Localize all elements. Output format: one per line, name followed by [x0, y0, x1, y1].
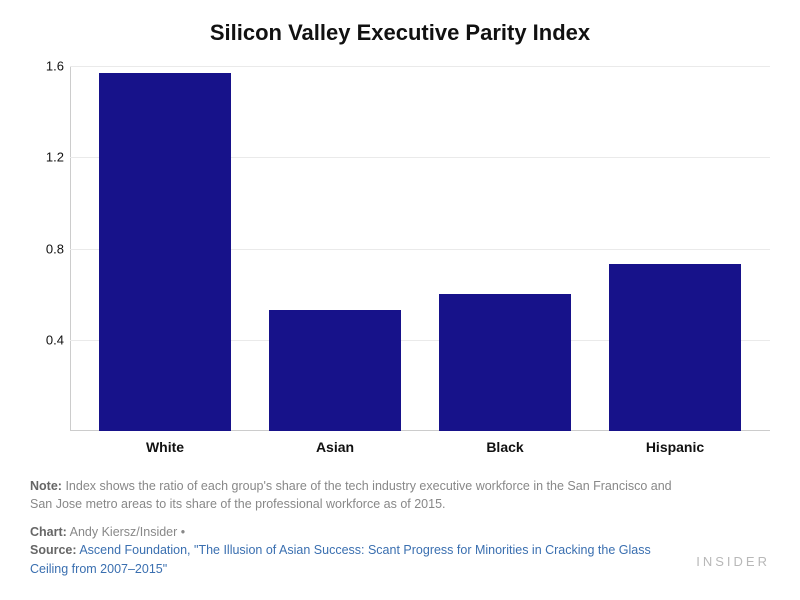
footer-credit-line: Chart: Andy Kiersz/Insider • — [30, 523, 680, 541]
x-label: Black — [420, 431, 590, 461]
footer-note: Note: Index shows the ratio of each grou… — [30, 477, 680, 513]
bar — [609, 264, 742, 431]
y-tick-label: 1.2 — [30, 150, 64, 165]
note-label: Note: — [30, 479, 62, 493]
source-link[interactable]: Ascend Foundation, "The Illusion of Asia… — [30, 543, 651, 575]
chart-footer: Note: Index shows the ratio of each grou… — [30, 477, 770, 578]
footer-source-line: Source: Ascend Foundation, "The Illusion… — [30, 541, 680, 577]
bar — [269, 310, 402, 431]
bar-slot — [420, 66, 590, 431]
x-label: White — [80, 431, 250, 461]
chart-area: 0.40.81.21.6 WhiteAsianBlackHispanic — [30, 66, 770, 461]
bar-slot — [80, 66, 250, 431]
bullet-icon: • — [181, 525, 185, 539]
y-tick-label: 1.6 — [30, 59, 64, 74]
bar-slot — [590, 66, 760, 431]
note-text: Index shows the ratio of each group's sh… — [30, 479, 672, 511]
y-tick-label: 0.4 — [30, 332, 64, 347]
x-label: Asian — [250, 431, 420, 461]
bar-slot — [250, 66, 420, 431]
bar — [439, 294, 572, 431]
chart-title: Silicon Valley Executive Parity Index — [30, 20, 770, 46]
plot-region — [70, 66, 770, 431]
bars-group — [70, 66, 770, 431]
y-tick-label: 0.8 — [30, 241, 64, 256]
x-labels: WhiteAsianBlackHispanic — [70, 431, 770, 461]
bar — [99, 73, 232, 431]
chart-container: Silicon Valley Executive Parity Index 0.… — [0, 0, 800, 600]
source-label: Source: — [30, 543, 77, 557]
chart-credit-label: Chart: — [30, 525, 67, 539]
brand-watermark: INSIDER — [696, 553, 770, 572]
chart-credit: Andy Kiersz/Insider — [70, 525, 178, 539]
x-label: Hispanic — [590, 431, 760, 461]
